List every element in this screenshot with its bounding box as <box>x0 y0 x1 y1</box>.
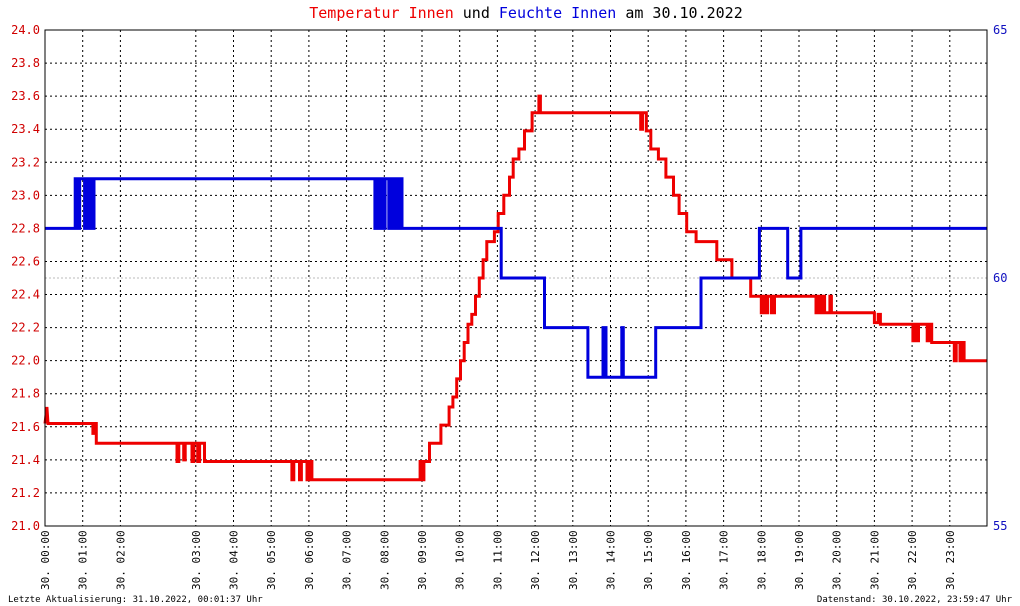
title-und: und <box>454 4 499 22</box>
y-right-tick-label: 65 <box>993 23 1007 37</box>
title-temperature: Temperatur Innen <box>309 4 454 22</box>
y-left-tick-label: 23.0 <box>11 188 40 202</box>
y-left-tick-label: 23.8 <box>11 56 40 70</box>
title-date: am 30.10.2022 <box>616 4 742 22</box>
plot-frame <box>44 29 988 527</box>
y-left-tick-label: 23.6 <box>11 89 40 103</box>
x-tick-label: 30. 01:00 <box>77 530 90 590</box>
y-left-tick-label: 21.6 <box>11 420 40 434</box>
x-tick-label: 30. 08:00 <box>378 530 391 590</box>
x-tick-label: 30. 12:00 <box>529 530 542 590</box>
x-tick-label: 30. 07:00 <box>341 530 354 590</box>
x-tick-label: 30. 11:00 <box>491 530 504 590</box>
x-tick-label: 30. 05:00 <box>265 530 278 590</box>
x-tick-label: 30. 15:00 <box>642 530 655 590</box>
y-left-tick-label: 21.4 <box>11 453 40 467</box>
y-left-tick-label: 22.4 <box>11 288 40 302</box>
x-tick-label: 30. 13:00 <box>567 530 580 590</box>
x-axis: 30. 00:00 30. 01:00 30. 02:00 30. 03:00 30. … <box>39 530 957 590</box>
y-right-tick-label: 55 <box>993 519 1007 533</box>
y-left-tick-label: 23.4 <box>11 122 40 136</box>
x-tick-label: 30. 06:00 <box>303 530 316 590</box>
x-tick-label: 30. 19:00 <box>793 530 806 590</box>
chart-title: Temperatur Innen und Feuchte Innen am 30… <box>309 4 743 22</box>
grid <box>45 30 987 526</box>
x-tick-label: 30. 10:00 <box>454 530 467 590</box>
x-tick-label: 30. 00:00 <box>39 530 52 590</box>
footer-last-update: Letzte Aktualisierung: 31.10.2022, 00:01… <box>8 595 263 605</box>
x-tick-label: 30. 21:00 <box>868 530 881 590</box>
y-axis-left: 21.0 21.2 21.4 21.6 21.8 22.0 22.2 22.4 22.6 22.8… <box>11 23 40 533</box>
y-left-tick-label: 21.0 <box>11 519 40 533</box>
title-humidity: Feuchte Innen <box>499 4 616 22</box>
series-layer <box>43 94 987 482</box>
x-tick-label: 30. 14:00 <box>605 530 618 590</box>
footer-data-status: Datenstand: 30.10.2022, 23:59:47 Uhr <box>817 595 1013 605</box>
humidity-series-line <box>45 177 987 379</box>
x-tick-label: 30. 18:00 <box>755 530 768 590</box>
y-axis-right: 55 60 65 <box>993 23 1007 533</box>
x-tick-label: 30. 02:00 <box>114 530 127 590</box>
x-tick-label: 30. 23:00 <box>944 530 957 590</box>
y-left-tick-label: 23.2 <box>11 155 40 169</box>
y-left-tick-label: 22.8 <box>11 221 40 235</box>
x-tick-label: 30. 20:00 <box>831 530 844 590</box>
x-tick-label: 30. 04:00 <box>228 530 241 590</box>
temperature-series-line <box>43 94 987 482</box>
y-left-tick-label: 22.6 <box>11 254 40 268</box>
x-tick-label: 30. 17:00 <box>718 530 731 590</box>
x-tick-label: 30. 22:00 <box>906 530 919 590</box>
y-left-tick-label: 22.0 <box>11 354 40 368</box>
x-tick-label: 30. 03:00 <box>190 530 203 590</box>
y-left-tick-label: 21.8 <box>11 387 40 401</box>
x-tick-label: 30. 09:00 <box>416 530 429 590</box>
x-tick-label: 30. 16:00 <box>680 530 693 590</box>
y-left-tick-label: 22.2 <box>11 321 40 335</box>
y-right-tick-label: 60 <box>993 271 1007 285</box>
y-left-tick-label: 21.2 <box>11 486 40 500</box>
y-left-tick-label: 24.0 <box>11 23 40 37</box>
